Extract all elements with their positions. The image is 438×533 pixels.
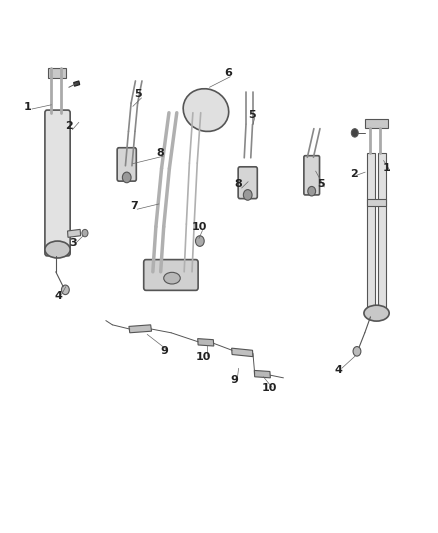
Circle shape [122, 172, 131, 183]
Text: 5: 5 [248, 110, 255, 120]
Polygon shape [198, 338, 214, 346]
Text: 9: 9 [230, 375, 238, 385]
Text: 4: 4 [335, 365, 343, 375]
Text: 8: 8 [235, 179, 243, 189]
Text: 10: 10 [196, 352, 212, 361]
Text: 5: 5 [134, 89, 142, 99]
Polygon shape [129, 325, 152, 333]
Text: 7: 7 [130, 200, 138, 211]
Text: 5: 5 [318, 179, 325, 189]
Text: 8: 8 [156, 148, 164, 158]
Polygon shape [367, 152, 375, 317]
Text: 10: 10 [261, 383, 277, 393]
Text: 1: 1 [383, 164, 390, 173]
FancyBboxPatch shape [144, 260, 198, 290]
Polygon shape [254, 370, 270, 378]
Text: 9: 9 [161, 346, 169, 357]
Circle shape [244, 190, 252, 200]
Circle shape [195, 236, 204, 246]
Text: 6: 6 [224, 68, 232, 78]
Ellipse shape [45, 241, 70, 258]
FancyBboxPatch shape [117, 148, 136, 181]
FancyBboxPatch shape [304, 156, 320, 195]
Ellipse shape [183, 88, 229, 132]
Text: 1: 1 [24, 102, 32, 112]
Circle shape [82, 229, 88, 237]
Ellipse shape [364, 305, 389, 321]
Circle shape [351, 128, 358, 137]
Polygon shape [367, 199, 386, 206]
Polygon shape [67, 229, 81, 237]
Circle shape [308, 187, 316, 196]
Polygon shape [74, 81, 80, 86]
FancyBboxPatch shape [238, 167, 257, 199]
Text: 10: 10 [192, 222, 207, 232]
Ellipse shape [164, 272, 180, 284]
Text: 2: 2 [65, 121, 73, 131]
Text: 3: 3 [69, 238, 77, 248]
Polygon shape [48, 68, 66, 78]
Circle shape [61, 285, 69, 295]
Text: 2: 2 [350, 169, 358, 179]
Polygon shape [232, 348, 253, 357]
Text: 4: 4 [54, 290, 62, 301]
Polygon shape [378, 152, 386, 317]
Circle shape [353, 346, 361, 356]
FancyBboxPatch shape [45, 110, 70, 256]
Polygon shape [365, 119, 388, 127]
